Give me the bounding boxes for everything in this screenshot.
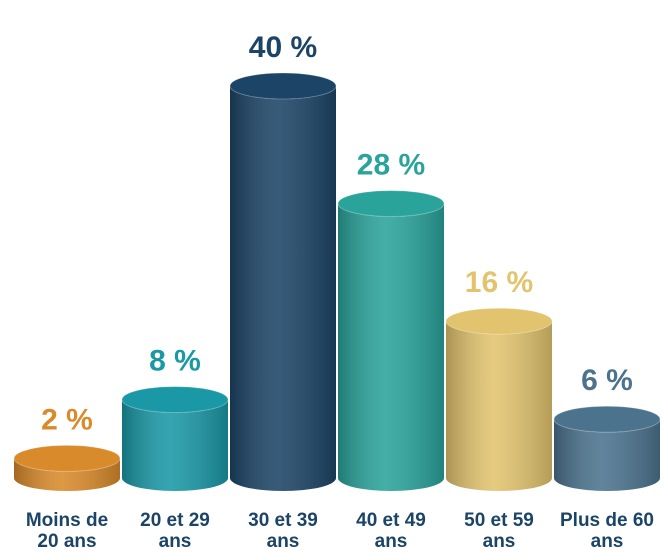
x-tick-label: 30 et 39 ans <box>248 510 318 552</box>
bar-top <box>13 444 121 472</box>
bar-shade <box>230 86 336 491</box>
value-label: 8 % <box>149 345 201 378</box>
bar-shade <box>122 399 228 491</box>
bar-shade <box>446 321 552 491</box>
x-tick-label: 20 et 29 ans <box>140 510 210 552</box>
x-tick-label: Moins de 20 ans <box>25 510 109 552</box>
value-label: 16 % <box>465 266 533 299</box>
bar-top <box>337 190 445 218</box>
x-tick-label: 50 et 59 ans <box>464 510 534 552</box>
bar-top <box>229 72 337 100</box>
value-label: 6 % <box>581 364 633 397</box>
value-label: 40 % <box>249 31 317 64</box>
chart: 2 % 8 % 40 % 28 % 16 % 6 % <box>13 31 661 491</box>
x-tick-label: Plus de 60 ans <box>560 510 654 552</box>
bar-top <box>553 405 661 433</box>
bar-top <box>445 307 553 335</box>
x-tick-label: 40 et 49 ans <box>356 510 426 552</box>
bar-shade <box>338 203 444 491</box>
bar-shade <box>14 458 120 491</box>
bar-shade <box>554 419 660 491</box>
bar-top <box>121 386 229 414</box>
value-label: 2 % <box>41 403 93 436</box>
value-label: 28 % <box>357 149 425 182</box>
